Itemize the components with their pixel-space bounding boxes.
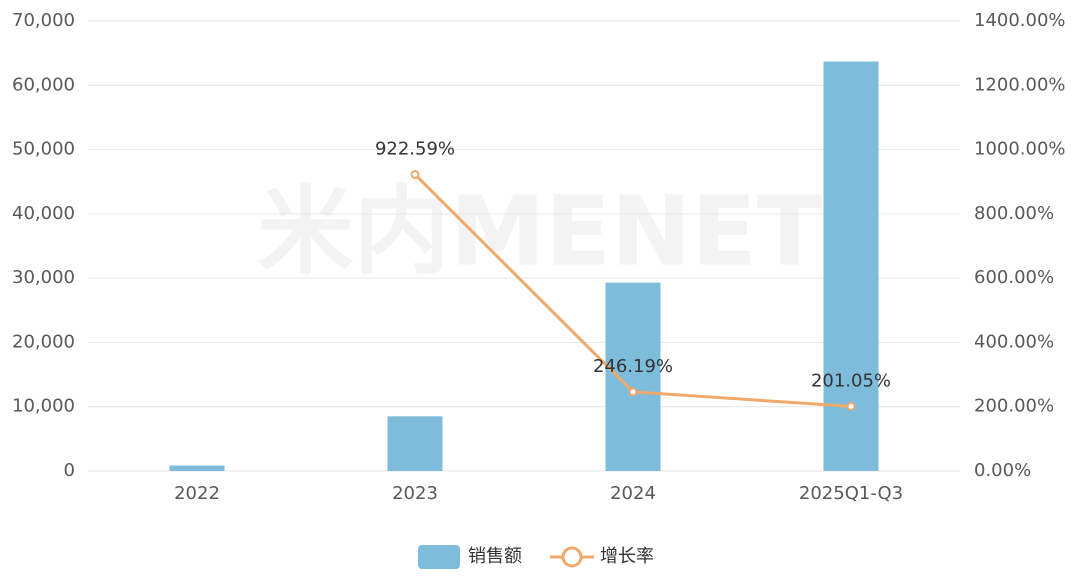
- bar: [169, 465, 225, 471]
- y2-tick-label: 1200.00%: [974, 74, 1066, 95]
- data-label: 246.19%: [593, 356, 673, 377]
- legend-swatch: [418, 545, 460, 569]
- y2-tick-label: 1400.00%: [974, 10, 1066, 31]
- y-tick-label: 30,000: [12, 267, 75, 288]
- bar: [605, 282, 661, 471]
- line-point: [410, 169, 420, 179]
- line-point: [628, 387, 638, 397]
- x-tick-label: 2022: [174, 483, 220, 504]
- x-tick-label: 2025Q1-Q3: [799, 483, 903, 504]
- x-tick-label: 2024: [610, 483, 656, 504]
- watermark: 米内MENET: [258, 175, 823, 287]
- y-tick-label: 40,000: [12, 203, 75, 224]
- y2-tick-label: 200.00%: [974, 396, 1054, 417]
- bar: [387, 416, 443, 471]
- y-tick-label: 0: [64, 460, 75, 481]
- data-label: 922.59%: [375, 138, 455, 159]
- data-label: 201.05%: [811, 370, 891, 391]
- y-tick-label: 70,000: [12, 10, 75, 31]
- y2-tick-label: 1000.00%: [974, 139, 1066, 160]
- y2-tick-label: 800.00%: [974, 203, 1054, 224]
- y2-tick-label: 600.00%: [974, 267, 1054, 288]
- y-tick-label: 50,000: [12, 139, 75, 160]
- y2-tick-label: 0.00%: [974, 460, 1031, 481]
- x-tick-label: 2023: [392, 483, 438, 504]
- y-tick-label: 10,000: [12, 396, 75, 417]
- line-point: [846, 401, 856, 411]
- legend-label: 增长率: [600, 546, 654, 567]
- y-tick-label: 20,000: [12, 331, 75, 352]
- y2-tick-label: 400.00%: [974, 331, 1054, 352]
- legend-label: 销售额: [468, 546, 522, 567]
- y-tick-label: 60,000: [12, 74, 75, 95]
- legend-marker: [561, 546, 583, 568]
